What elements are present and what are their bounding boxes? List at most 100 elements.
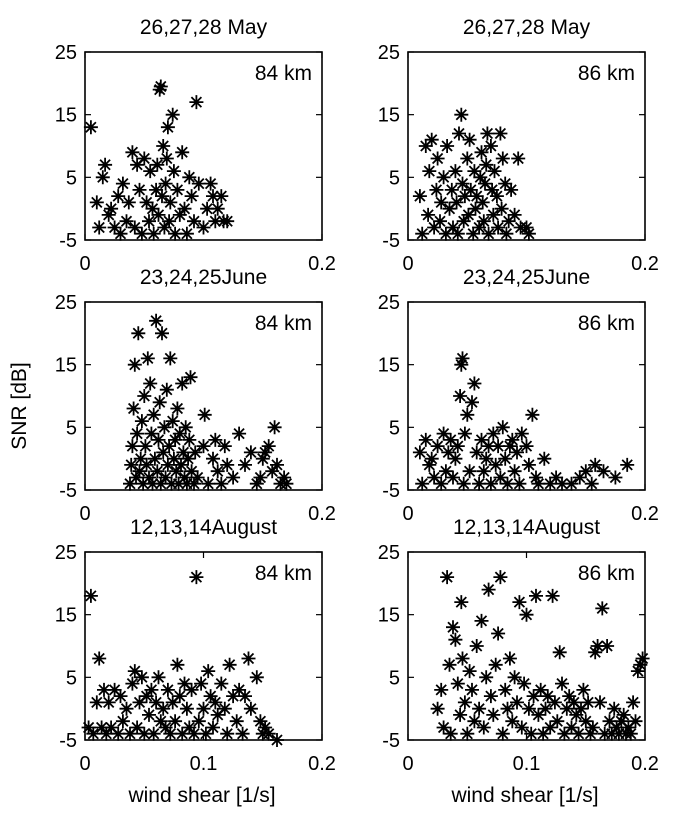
asterisk-marker [172,426,187,441]
asterisk-marker [137,389,152,403]
data-point [481,439,496,454]
asterisk-marker [450,226,465,241]
asterisk-marker [571,726,586,741]
data-point [604,726,619,741]
asterisk-marker [175,376,190,391]
data-point [450,676,465,691]
asterisk-marker [621,720,636,735]
data-point [499,226,514,241]
data-point [457,426,472,441]
asterisk-marker [486,707,501,722]
asterisk-marker [206,189,220,204]
asterisk-marker [170,182,185,197]
data-point [529,588,543,603]
asterisk-marker [210,201,225,216]
asterisk-marker [441,445,456,460]
asterisk-marker [493,570,508,585]
data-point [168,432,183,447]
asterisk-marker [465,682,479,697]
data-point [418,139,433,153]
data-point [450,226,465,241]
data-point [153,476,168,491]
asterisk-marker [510,445,524,460]
asterisk-marker [258,445,273,460]
data-point [130,157,145,172]
asterisk-marker [137,151,152,166]
data-point [261,726,276,741]
data-point [131,326,146,341]
data-point [446,220,460,235]
asterisk-marker [626,695,641,710]
asterisk-marker [134,414,149,429]
asterisk-marker [519,220,534,235]
data-point [436,170,451,185]
asterisk-marker [95,170,110,185]
data-point [156,445,171,460]
data-point [196,439,211,454]
data-point [421,207,436,222]
asterisk-marker [462,132,477,147]
data-point [483,476,498,491]
data-point [160,457,175,472]
asterisk-marker [517,676,532,691]
asterisk-marker [139,689,154,704]
data-point [465,395,479,410]
data-point [146,726,161,741]
panel-2: 26,27,28 May 86 km -5 5 15 25 0 0.2 [378,16,659,275]
asterisk-marker [491,220,506,235]
data-point [125,145,140,160]
asterisk-marker [446,220,460,235]
asterisk-marker [267,420,282,435]
data-point [208,432,223,447]
data-point [279,476,294,491]
asterisk-marker [270,457,284,472]
data-point [446,470,460,485]
asterisk-marker [160,682,175,697]
asterisk-marker [469,189,484,204]
asterisk-marker [201,476,216,491]
data-point [476,720,491,735]
data-point [198,726,213,741]
data-point [481,226,496,241]
data-point [142,214,156,229]
asterisk-marker [255,451,270,466]
data-point [521,226,536,241]
panel-3: 23,24,25June 84 km -5 5 15 25 0 0.2 [55,266,336,525]
asterisk-marker [189,570,204,585]
data-point [438,464,453,479]
data-point [621,720,636,735]
data-point [163,195,178,210]
data-point [177,201,192,216]
asterisk-marker [146,726,161,741]
altitude-label: 84 km [255,62,312,85]
asterisk-marker [196,220,211,235]
data-point [434,195,449,210]
data-point [611,726,626,741]
asterisk-marker [220,214,235,229]
asterisk-marker [521,701,536,716]
asterisk-marker [143,164,158,179]
asterisk-marker [450,439,465,454]
asterisk-marker [149,182,164,197]
data-point [151,670,166,685]
data-point [430,151,445,166]
data-point [526,689,541,704]
asterisk-marker [187,214,201,229]
data-point [469,639,484,653]
shared-x-axis-label-right: wind shear [1/s] [450,784,598,807]
data-point [500,476,515,491]
asterisk-marker [156,701,171,716]
asterisk-marker [507,670,522,685]
data-point [495,726,510,741]
asterisk-marker [243,701,258,716]
asterisk-marker [158,176,173,191]
asterisk-marker [415,226,430,241]
asterisk-marker [465,395,479,410]
data-point [444,182,459,197]
data-point [81,720,96,735]
asterisk-marker [460,151,475,166]
y-tick-label: 25 [55,542,77,564]
asterisk-marker [418,432,433,447]
asterisk-marker [146,407,161,422]
